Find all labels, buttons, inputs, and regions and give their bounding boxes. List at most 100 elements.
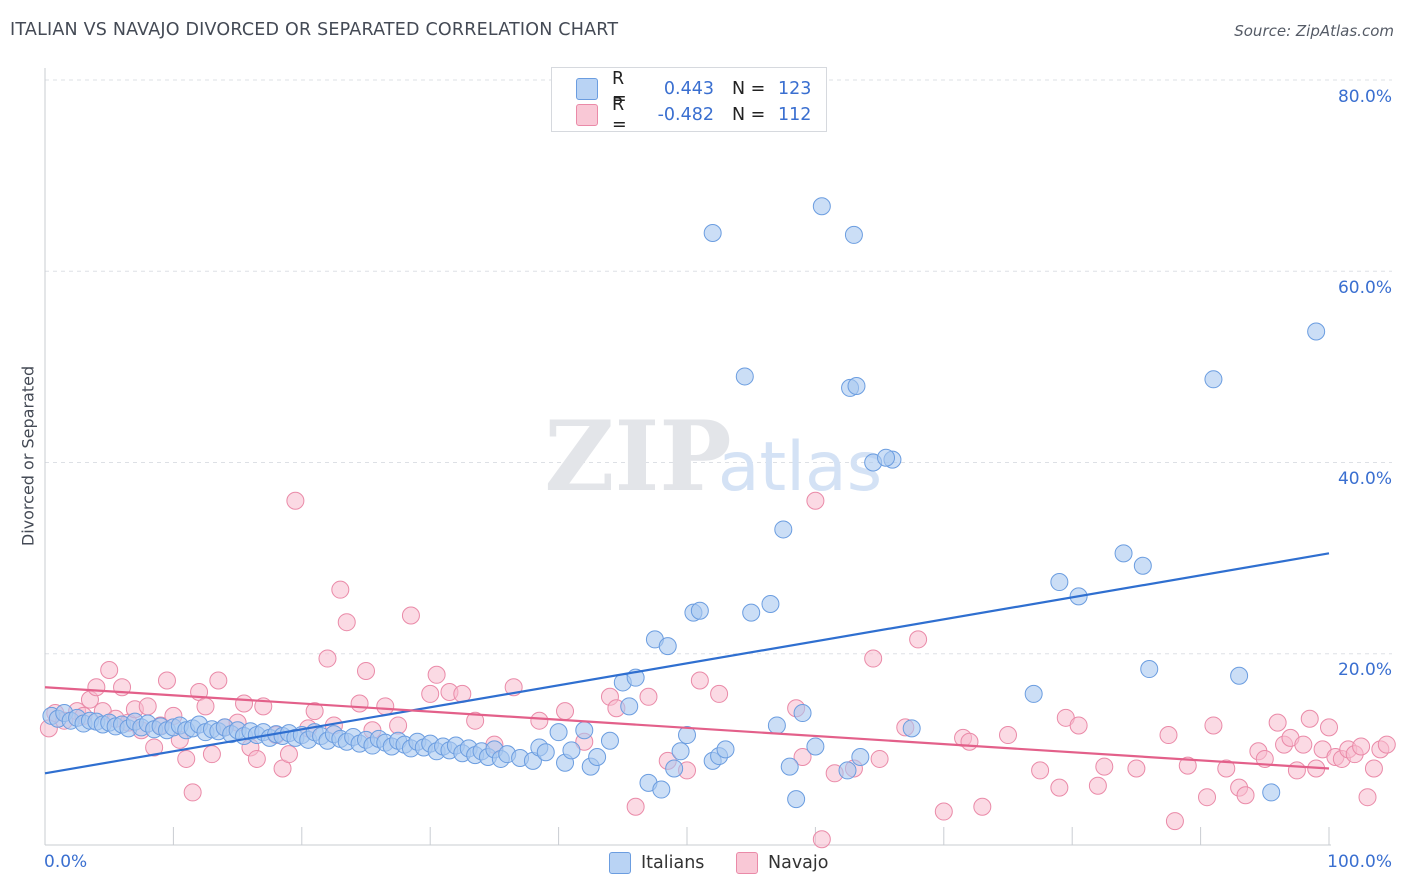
navajo-point-111: [1352, 737, 1371, 756]
navajo-point-24: [202, 745, 221, 764]
italians-point-104: [806, 737, 825, 756]
navajo-point-86: [1095, 757, 1114, 776]
navajo-point-25: [209, 671, 228, 690]
legend-item-navajo: Navajo: [736, 852, 828, 874]
navajo-point-64: [690, 671, 709, 690]
italians-point-122: [1133, 556, 1152, 575]
italians-point-107: [703, 224, 722, 242]
italians-point-92: [678, 726, 696, 745]
italians-point-118: [1024, 684, 1043, 703]
italians-point-123: [1140, 660, 1159, 679]
navajo-point-52: [466, 711, 485, 730]
italians-point-102: [787, 790, 806, 809]
navajo-point-45: [376, 697, 395, 716]
italians-point-100: [767, 716, 786, 735]
italians-point-81: [588, 748, 607, 767]
r-value-italians: 0.443: [663, 79, 714, 99]
navajo-trend-line: [44, 686, 1330, 770]
italians-point-125: [1230, 666, 1249, 685]
navajo-point-56: [556, 702, 575, 721]
italians-point-110: [812, 197, 831, 216]
navajo-swatch: [576, 104, 598, 126]
navajo-point-84: [1069, 716, 1088, 735]
navajo-point-21: [183, 783, 202, 802]
navajo-points: [39, 491, 1396, 849]
navajo-point-55: [530, 711, 549, 730]
navajo-point-79: [973, 797, 992, 816]
r-label: R =: [612, 69, 627, 109]
italians-point-116: [877, 448, 896, 467]
y-tick-label-80: 80.0%: [1337, 87, 1392, 107]
navajo-point-42: [350, 694, 369, 713]
navajo-point-73: [870, 749, 889, 768]
italians-point-121: [1114, 544, 1133, 563]
italians-point-109: [774, 520, 793, 539]
italians-point-106: [851, 748, 870, 767]
navajo-point-101: [1287, 761, 1306, 780]
italians-point-127: [1262, 783, 1281, 802]
source-credit: Source: ZipAtlas.com: [1234, 22, 1394, 40]
navajo-point-67: [793, 748, 812, 767]
navajo-point-91: [1198, 788, 1217, 807]
correlation-legend: R = 0.443 N = 123 R = -0.482 N = 112: [551, 67, 827, 135]
navajo-point-43: [357, 661, 375, 680]
watermark-zip: ZIP: [544, 400, 731, 513]
y-tick-label-40: 40.0%: [1337, 469, 1392, 489]
legend-item-italians: Italians: [609, 852, 704, 874]
italians-points: [42, 197, 1326, 809]
legend-row-italians: R = 0.443 N = 123: [552, 69, 812, 109]
gridlines: [45, 79, 1392, 655]
navajo-point-80: [999, 726, 1017, 745]
navajo-point-90: [1178, 756, 1197, 775]
italians-point-76: [549, 723, 568, 742]
navajo-point-76: [934, 802, 953, 821]
navajo-point-35: [286, 491, 305, 510]
italians-point-124: [1204, 370, 1223, 389]
navajo-point-103: [1300, 709, 1319, 728]
navajo-point-6: [87, 678, 106, 697]
italians-point-113: [847, 377, 866, 395]
navajo-point-65: [710, 684, 729, 703]
chart-title: ITALIAN VS NAVAJO DIVORCED OR SEPARATED …: [10, 20, 619, 40]
navajo-point-89: [1165, 812, 1184, 831]
r-label: R =: [612, 95, 627, 135]
navajo-point-115: [1377, 735, 1396, 754]
y-tick-label-60: 60.0%: [1337, 278, 1392, 298]
navajo-point-17: [157, 671, 176, 690]
navajo-point-93: [1217, 759, 1236, 778]
italians-point-117: [902, 719, 921, 738]
italians-point-97: [716, 740, 735, 759]
navajo-point-95: [1236, 786, 1255, 805]
italians-swatch: [576, 78, 598, 100]
legend-row-navajo: R = -0.482 N = 112: [552, 95, 812, 135]
italians-point-91: [671, 742, 690, 761]
navajo-point-23: [196, 697, 215, 716]
n-value-navajo: 112: [778, 105, 812, 125]
navajo-point-75: [909, 630, 928, 649]
navajo-point-46: [389, 716, 408, 735]
italians-point-90: [665, 759, 684, 778]
navajo-point-78: [960, 732, 979, 751]
navajo-point-20: [177, 749, 196, 768]
navajo-point-87: [1127, 759, 1146, 778]
navajo-point-102: [1294, 735, 1313, 754]
italians-point-98: [742, 603, 761, 622]
italians-point-78: [562, 741, 581, 760]
italians-point-88: [652, 780, 671, 799]
navajo-point-106: [1320, 718, 1338, 737]
italians-point-126: [1307, 322, 1326, 341]
italians-point-89: [658, 637, 677, 656]
navajo-point-49: [427, 665, 446, 684]
n-label: N =: [732, 79, 766, 99]
navajo-point-98: [1268, 713, 1287, 732]
x-tick-label-max: 100.0%: [1327, 852, 1392, 872]
navajo-point-8: [100, 661, 119, 680]
navajo-point-38: [318, 649, 337, 668]
navajo-point-41: [337, 613, 356, 632]
navajo-point-68: [806, 491, 825, 510]
n-value-italians: 123: [778, 79, 812, 99]
italians-legend-label: Italians: [641, 853, 705, 873]
navajo-legend-label: Navajo: [768, 853, 829, 873]
navajo-point-28: [235, 694, 254, 713]
